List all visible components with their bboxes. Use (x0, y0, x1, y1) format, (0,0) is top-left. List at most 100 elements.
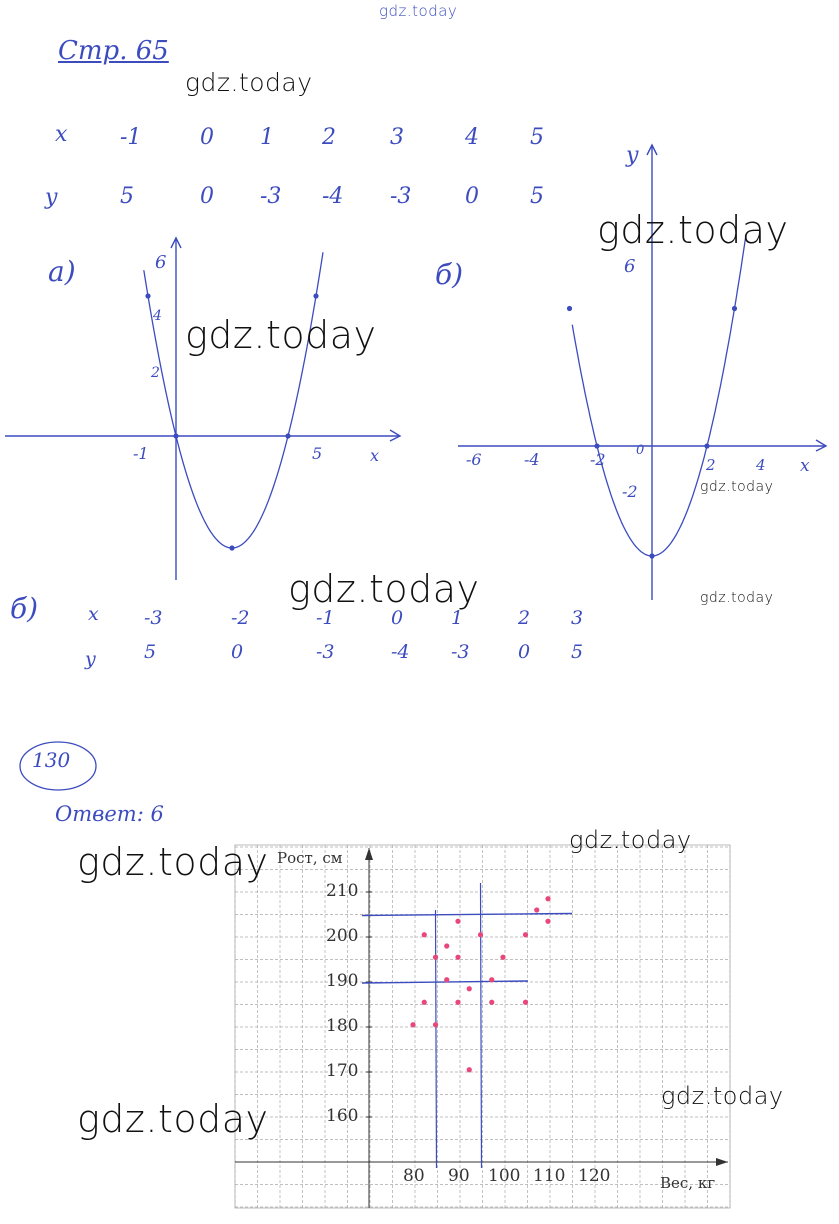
y-tick-label: 190 (326, 971, 359, 991)
scatter-point (534, 907, 540, 913)
table-y-label: y (85, 648, 96, 670)
y-axis-title: Рост, см (277, 849, 343, 867)
graph-b-point (704, 443, 710, 449)
y-tick-label: 200 (326, 926, 359, 946)
watermark: gdz.today (597, 208, 789, 252)
scatter-frame (234, 844, 731, 1209)
page-label: Стр. 65 (58, 36, 169, 66)
table-cell: 5 (530, 184, 544, 209)
table-cell: 1 (260, 125, 274, 150)
graph-b-curve (571, 238, 747, 557)
scatter-point (444, 977, 450, 983)
scatter-point (421, 932, 427, 938)
tick-label: 4 (756, 456, 766, 474)
table-cell: 0 (200, 125, 214, 150)
table-cell: 0 (391, 607, 404, 629)
scatter-point (432, 1022, 439, 1028)
task-number-circle (19, 741, 97, 791)
table-cell: -3 (390, 184, 412, 209)
table-cell: 5 (120, 184, 134, 209)
graph-b-x-arrow (815, 439, 828, 452)
table-cell: 0 (518, 641, 531, 663)
scatter-point (466, 1067, 472, 1073)
x-tick-label: 120 (578, 1166, 611, 1186)
table-cell: 0 (231, 641, 244, 663)
scatter-point (444, 943, 450, 949)
table-cell: 3 (571, 607, 584, 629)
table-cell: -3 (144, 607, 163, 629)
table-cell: -4 (322, 184, 344, 209)
table-cell: 5 (571, 641, 584, 663)
table-cell: -1 (316, 607, 335, 629)
table-cell: -4 (391, 641, 410, 663)
x-tick-label: 80 (403, 1166, 425, 1186)
watermark: gdz.today (379, 2, 458, 20)
watermark: gdz.today (288, 567, 480, 611)
x-tick-label: 110 (533, 1166, 566, 1186)
graph-a-x-arrow (389, 429, 402, 442)
watermark: gdz.today (77, 840, 269, 884)
scatter-point (522, 932, 529, 938)
x-axis-title: Вес, кг (660, 1174, 716, 1192)
watermark: gdz.today (700, 479, 774, 495)
task-number: 130 (32, 748, 71, 772)
table-cell: 2 (518, 607, 531, 629)
table-cell: 0 (465, 184, 479, 209)
graph-a-point (285, 433, 291, 439)
watermark: gdz.today (661, 1082, 784, 1110)
scatter-point (489, 999, 495, 1005)
hand-drawn-horizontal-line (361, 980, 529, 984)
watermark: gdz.today (185, 68, 313, 97)
table-y-label: y (45, 185, 58, 210)
table-cell: -1 (120, 125, 142, 150)
table-cell: 1 (451, 607, 464, 629)
tick-label: -1 (133, 444, 149, 463)
graph-a-y-arrow (170, 236, 182, 249)
scatter-point (477, 932, 484, 938)
table-cell: 5 (144, 641, 157, 663)
graph-a-point (145, 293, 151, 299)
scatter-point (545, 918, 551, 924)
graph-a-label: а) (48, 255, 76, 288)
table-cell: -3 (316, 641, 335, 663)
tick-label: 0 (636, 443, 645, 458)
table-b-label: б) (10, 592, 39, 625)
table-cell: 2 (322, 125, 336, 150)
scatter-point (455, 999, 461, 1005)
scatter-point (432, 954, 439, 960)
scatter-grid (234, 845, 731, 1208)
scatter-point (545, 896, 551, 902)
graph-b-y-arrow (646, 143, 658, 156)
scatter-x-arrow (716, 1158, 728, 1166)
scatter-point (410, 1022, 416, 1028)
scatter-point (522, 999, 529, 1005)
answer: Ответ: 6 (55, 802, 164, 826)
graph-a-point (229, 545, 235, 551)
table-cell: 4 (465, 125, 479, 150)
scatter-point (421, 999, 427, 1005)
y-tick-label: 210 (326, 881, 359, 901)
y-tick-label: 160 (326, 1106, 359, 1126)
tick-label: 6 (155, 252, 167, 273)
watermark: gdz.today (569, 826, 692, 854)
table-cell: 0 (200, 184, 214, 209)
graph-b-point (649, 553, 655, 559)
tick-label: 4 (153, 308, 162, 324)
tick-label: -2 (590, 450, 606, 469)
axis-label: y (626, 143, 639, 168)
table-cell: -3 (451, 641, 470, 663)
table-cell: 3 (390, 125, 404, 150)
watermark: gdz.today (185, 313, 377, 357)
table-cell: 5 (530, 125, 544, 150)
tick-label: 2 (706, 456, 716, 474)
tick-label: 5 (312, 444, 323, 463)
y-tick-label: 170 (326, 1061, 359, 1081)
axis-label: x (800, 456, 810, 476)
tick-label: 2 (151, 365, 160, 381)
scatter-y-arrow (365, 848, 373, 860)
graph-b-point (731, 305, 738, 312)
graph-a-point (313, 293, 319, 299)
graph-b-label: б) (435, 258, 464, 291)
